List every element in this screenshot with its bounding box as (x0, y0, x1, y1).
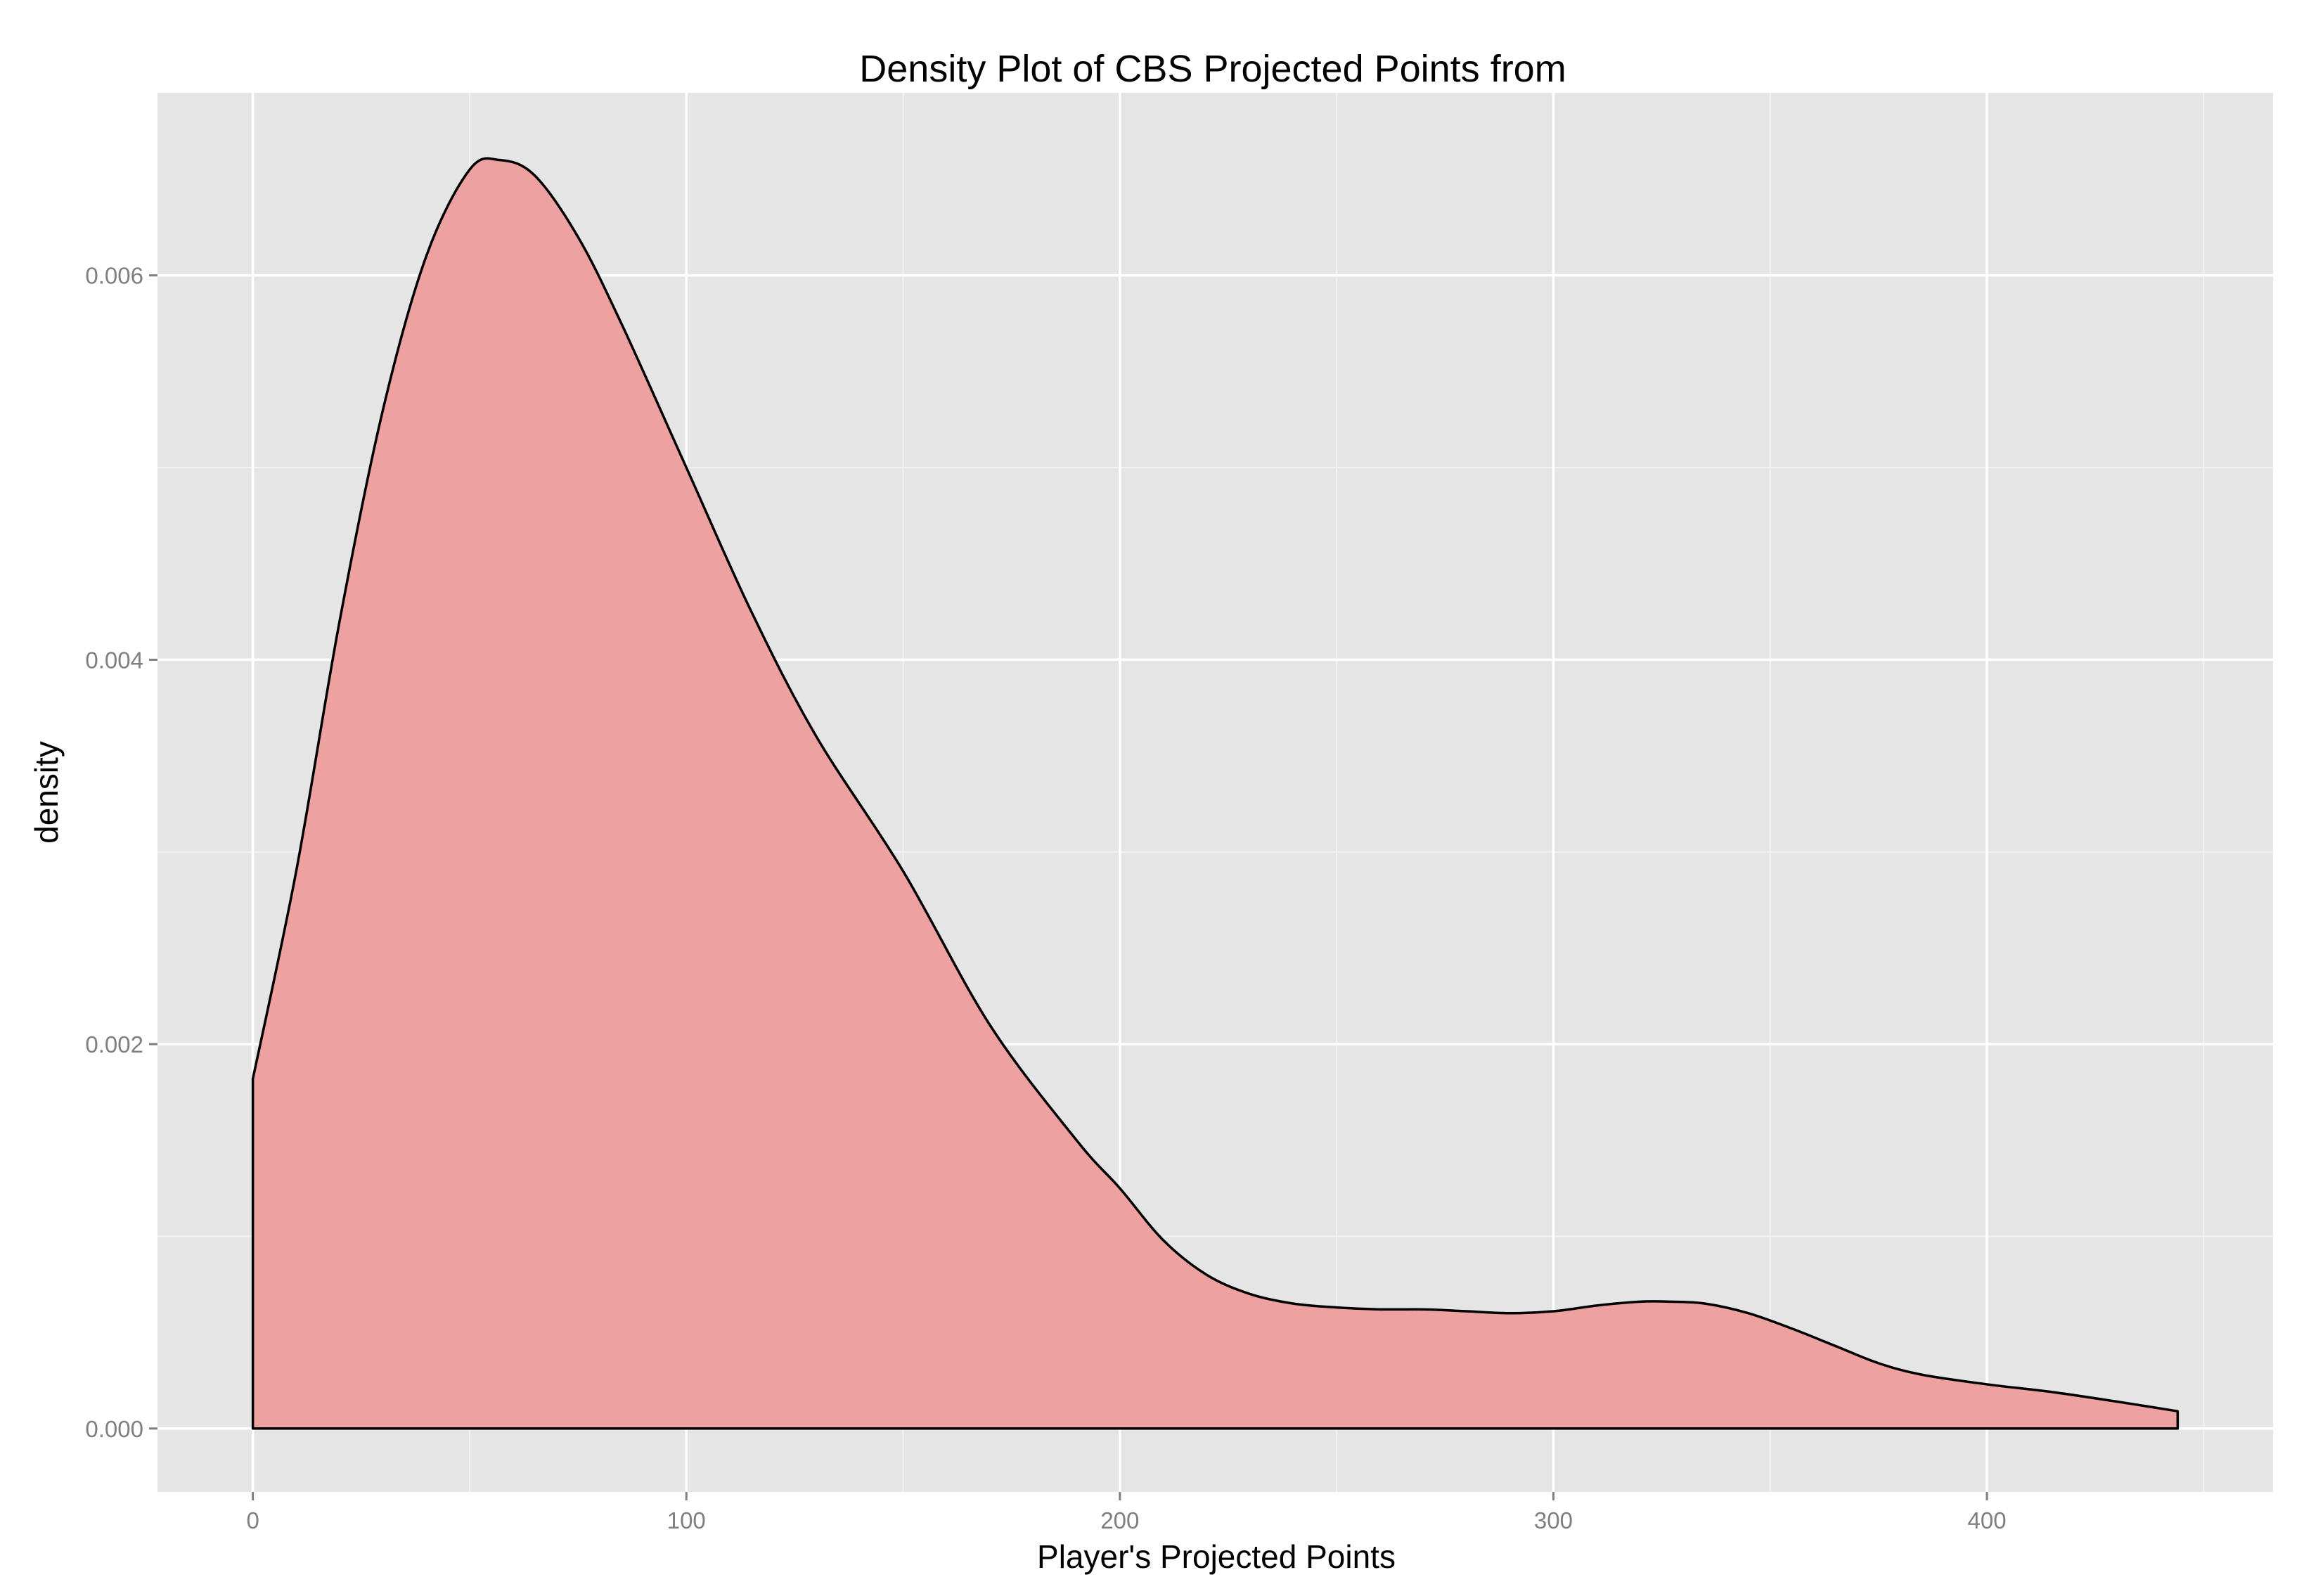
y-axis-title: density (28, 741, 65, 844)
density-area (251, 157, 2180, 1430)
y-tick-label: 0.000 (85, 1416, 143, 1442)
x-tick-label: 100 (667, 1507, 706, 1533)
y-tick-label: 0.006 (85, 263, 143, 289)
y-tick-label: 0.004 (85, 647, 143, 673)
x-axis-title: Player's Projected Points (1037, 1538, 1396, 1575)
x-tick-label: 200 (1100, 1507, 1139, 1533)
chart-title: Density Plot of CBS Projected Points fro… (859, 48, 1566, 90)
y-axis-ticks: 0.000 0.002 0.004 0.006 (85, 263, 157, 1442)
x-tick-label: 300 (1534, 1507, 1573, 1533)
density-curve (251, 157, 2180, 1430)
x-axis-ticks: 0 100 200 300 400 (246, 1492, 2007, 1533)
x-tick-label: 400 (1968, 1507, 2007, 1533)
y-tick-label: 0.002 (85, 1031, 143, 1057)
x-tick-label: 0 (246, 1507, 259, 1533)
